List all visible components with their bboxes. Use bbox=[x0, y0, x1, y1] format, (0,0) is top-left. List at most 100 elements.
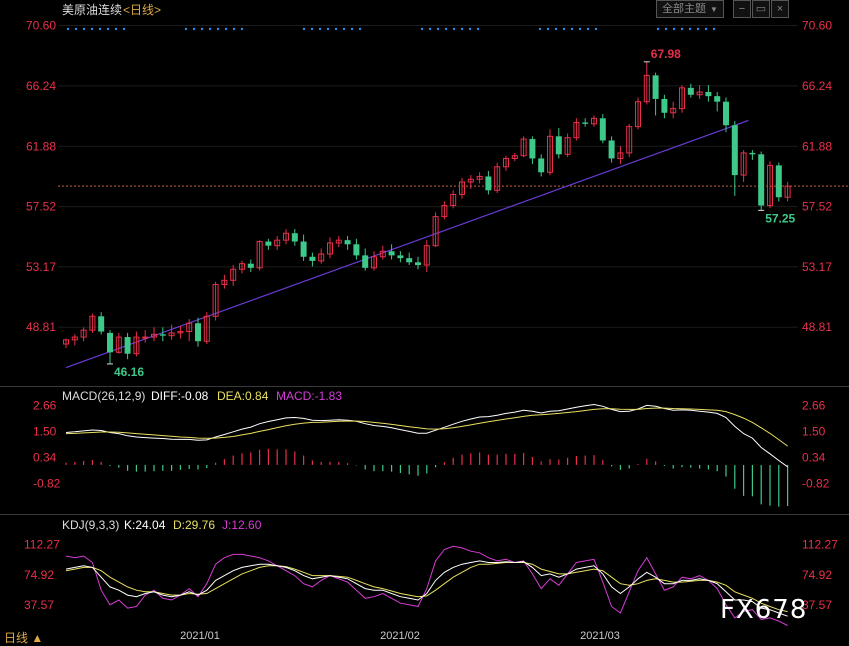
candle-body bbox=[450, 193, 457, 207]
macd-tick-right: 1.50 bbox=[802, 424, 826, 438]
candle-body bbox=[476, 175, 483, 180]
candle-body bbox=[71, 336, 78, 341]
signal-dot bbox=[562, 27, 566, 31]
candle-body bbox=[687, 87, 694, 95]
price-tick-right: 61.88 bbox=[802, 139, 832, 153]
last-low-annotation: 57.25 bbox=[765, 211, 795, 225]
minus-zoom-button[interactable]: − bbox=[733, 0, 751, 18]
candle-body bbox=[247, 263, 254, 268]
price-tick-left: 48.81 bbox=[26, 320, 56, 334]
candle-body bbox=[652, 75, 659, 99]
kdj-tick-right: 112.27 bbox=[802, 537, 838, 551]
candle-body bbox=[423, 245, 430, 266]
kdj-j-value: J:12.60 bbox=[222, 518, 262, 532]
candle-body bbox=[784, 185, 791, 198]
chevron-down-icon: ▼ bbox=[710, 5, 718, 14]
signal-dot bbox=[664, 27, 668, 31]
candle-body bbox=[555, 136, 562, 155]
signal-dot bbox=[570, 27, 574, 31]
candle-body bbox=[151, 333, 157, 338]
close-panel-button[interactable]: × bbox=[771, 0, 789, 18]
candle-body bbox=[371, 256, 377, 269]
candle-body bbox=[608, 140, 615, 159]
signal-dot bbox=[656, 27, 660, 31]
theme-selector[interactable]: 全部主题 ▼ bbox=[656, 0, 724, 18]
candle-body bbox=[617, 152, 624, 159]
macd-tick-right: -0.82 bbox=[802, 476, 830, 490]
signal-dot bbox=[586, 27, 590, 31]
low-annotation: 46.16 bbox=[114, 365, 144, 379]
candle-body bbox=[265, 241, 272, 246]
candle-body bbox=[547, 135, 553, 173]
candle-body bbox=[168, 332, 175, 337]
signal-dot bbox=[326, 27, 330, 31]
candle-body bbox=[485, 176, 492, 191]
kdj-tick-right: 74.92 bbox=[802, 568, 832, 582]
candle-body bbox=[511, 155, 518, 159]
signal-dot bbox=[468, 27, 472, 31]
signal-dot bbox=[114, 27, 118, 31]
price-tick-right: 70.60 bbox=[802, 19, 832, 33]
macd-tick-right: 0.34 bbox=[802, 450, 826, 464]
candle-body bbox=[212, 283, 219, 317]
price-tick-right: 48.81 bbox=[802, 320, 832, 334]
date-tick: 2021/02 bbox=[380, 630, 420, 642]
candle-body bbox=[582, 122, 589, 124]
price-tick-left: 61.88 bbox=[26, 139, 56, 153]
signal-dot bbox=[578, 27, 582, 31]
candle-body bbox=[591, 117, 597, 125]
signal-dot bbox=[334, 27, 338, 31]
window-restore-button[interactable]: ▭ bbox=[752, 0, 770, 18]
signal-dot bbox=[216, 27, 220, 31]
candle-body bbox=[599, 118, 606, 141]
candle-body bbox=[186, 322, 193, 333]
macd-tick-left: -0.82 bbox=[33, 476, 61, 490]
candle-body bbox=[203, 315, 210, 342]
period-selector[interactable]: <日线> bbox=[123, 3, 162, 17]
candle-body bbox=[115, 336, 122, 353]
candle-body bbox=[467, 178, 474, 183]
signal-dot bbox=[696, 27, 700, 31]
candle-body bbox=[221, 279, 228, 285]
signal-dot bbox=[82, 27, 86, 31]
candle-body bbox=[63, 339, 69, 345]
candle-body bbox=[626, 126, 633, 154]
candle-body bbox=[388, 251, 395, 256]
candle-body bbox=[239, 263, 245, 270]
signal-dot bbox=[98, 27, 102, 31]
close-icon: × bbox=[776, 3, 784, 15]
signal-dot bbox=[436, 27, 440, 31]
candle-body bbox=[159, 334, 166, 336]
signal-dot bbox=[476, 27, 480, 31]
signal-dot bbox=[358, 27, 362, 31]
signal-dot bbox=[192, 27, 196, 31]
candle-body bbox=[749, 152, 756, 155]
candle-body bbox=[89, 315, 96, 331]
signal-dot bbox=[546, 27, 550, 31]
signal-dot bbox=[342, 27, 346, 31]
candle-body bbox=[767, 164, 773, 207]
signal-dot bbox=[208, 27, 212, 31]
candle-body bbox=[731, 125, 738, 176]
candle-body bbox=[80, 329, 87, 338]
candle-body bbox=[353, 244, 360, 256]
signal-dot bbox=[66, 27, 70, 31]
period-toggle[interactable]: 日线 ▲ bbox=[4, 631, 44, 645]
signal-dot bbox=[452, 27, 456, 31]
candle-body bbox=[696, 91, 703, 96]
candle-body bbox=[344, 240, 351, 245]
kdj-j-line bbox=[65, 545, 788, 626]
theme-selector-label: 全部主题 bbox=[662, 3, 707, 15]
candle-body bbox=[529, 139, 536, 159]
kdj-d-line bbox=[65, 562, 788, 613]
candle-body bbox=[643, 74, 650, 103]
candle-body bbox=[415, 262, 421, 266]
candle-body bbox=[318, 253, 325, 262]
high-annotation: 67.98 bbox=[651, 47, 681, 61]
kdj-k-value: K:24.04 bbox=[124, 518, 166, 532]
signal-dot bbox=[672, 27, 676, 31]
candle-body bbox=[679, 87, 685, 110]
signal-dot bbox=[704, 27, 708, 31]
signal-dot bbox=[200, 27, 204, 31]
